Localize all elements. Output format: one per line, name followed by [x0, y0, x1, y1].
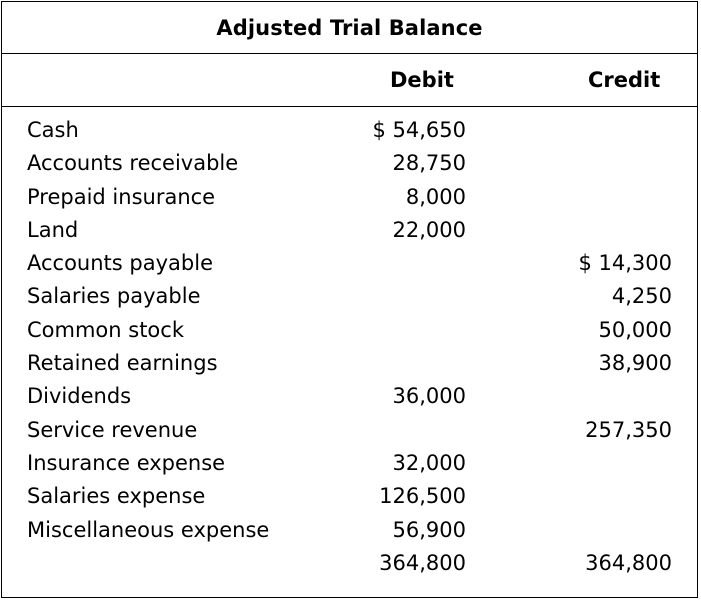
- title-row: Adjusted Trial Balance: [2, 2, 697, 54]
- credit-amount: 257,350: [585, 417, 672, 442]
- account-name: Accounts receivable: [27, 151, 239, 176]
- table-row: Accounts payable $ 14,300: [2, 251, 697, 284]
- debit-amount: 56,900: [392, 517, 466, 542]
- trial-balance-table: Adjusted Trial Balance Debit Credit Cash…: [1, 1, 698, 598]
- table-row: Service revenue 257,350: [2, 418, 697, 451]
- debit-amount: 8,000: [405, 184, 466, 209]
- credit-amount: 4,250: [611, 284, 672, 309]
- totals-row: 364,800 364,800: [2, 551, 697, 584]
- account-name: Accounts payable: [27, 251, 213, 276]
- debit-amount: 22,000: [392, 217, 466, 242]
- table-row: Insurance expense 32,000: [2, 451, 697, 484]
- account-name: Retained earnings: [27, 351, 218, 376]
- account-name: Land: [27, 217, 79, 242]
- debit-amount: $ 54,650: [372, 118, 466, 142]
- account-name: Salaries expense: [27, 484, 206, 509]
- debit-amount: 36,000: [392, 384, 466, 409]
- credit-amount: 50,000: [598, 317, 672, 342]
- account-name: Salaries payable: [27, 284, 201, 309]
- table-title: Adjusted Trial Balance: [216, 15, 483, 40]
- table-row: Common stock 50,000: [2, 318, 697, 351]
- debit-amount: 28,750: [392, 151, 466, 176]
- table-row: Retained earnings 38,900: [2, 351, 697, 384]
- table-row: Salaries expense 126,500: [2, 484, 697, 517]
- account-name: Insurance expense: [27, 450, 226, 475]
- table-row: Dividends 36,000: [2, 384, 697, 417]
- table-row: Prepaid insurance 8,000: [2, 185, 697, 218]
- account-name: Dividends: [27, 384, 132, 409]
- table-row: Salaries payable 4,250: [2, 284, 697, 317]
- debit-amount: 126,500: [379, 484, 466, 509]
- credit-column-header: Credit: [588, 68, 661, 92]
- debit-total: 364,800: [379, 550, 466, 575]
- table-row: Accounts receivable 28,750: [2, 151, 697, 184]
- table-row: Land 22,000: [2, 218, 697, 251]
- account-name: Common stock: [27, 317, 184, 342]
- debit-amount: 32,000: [392, 450, 466, 475]
- credit-amount: $ 14,300: [578, 251, 672, 276]
- account-name: Miscellaneous expense: [27, 517, 270, 542]
- column-header-row: Debit Credit: [2, 54, 697, 107]
- account-name: Cash: [27, 118, 79, 142]
- credit-total: 364,800: [585, 550, 672, 575]
- table-row: Miscellaneous expense 56,900: [2, 518, 697, 551]
- table-row: Cash $ 54,650: [2, 118, 697, 151]
- debit-column-header: Debit: [390, 68, 454, 92]
- account-name: Prepaid insurance: [27, 184, 216, 209]
- credit-amount: 38,900: [598, 351, 672, 376]
- account-name: Service revenue: [27, 417, 198, 442]
- account-rows: Cash $ 54,650 Accounts receivable 28,750…: [2, 118, 697, 584]
